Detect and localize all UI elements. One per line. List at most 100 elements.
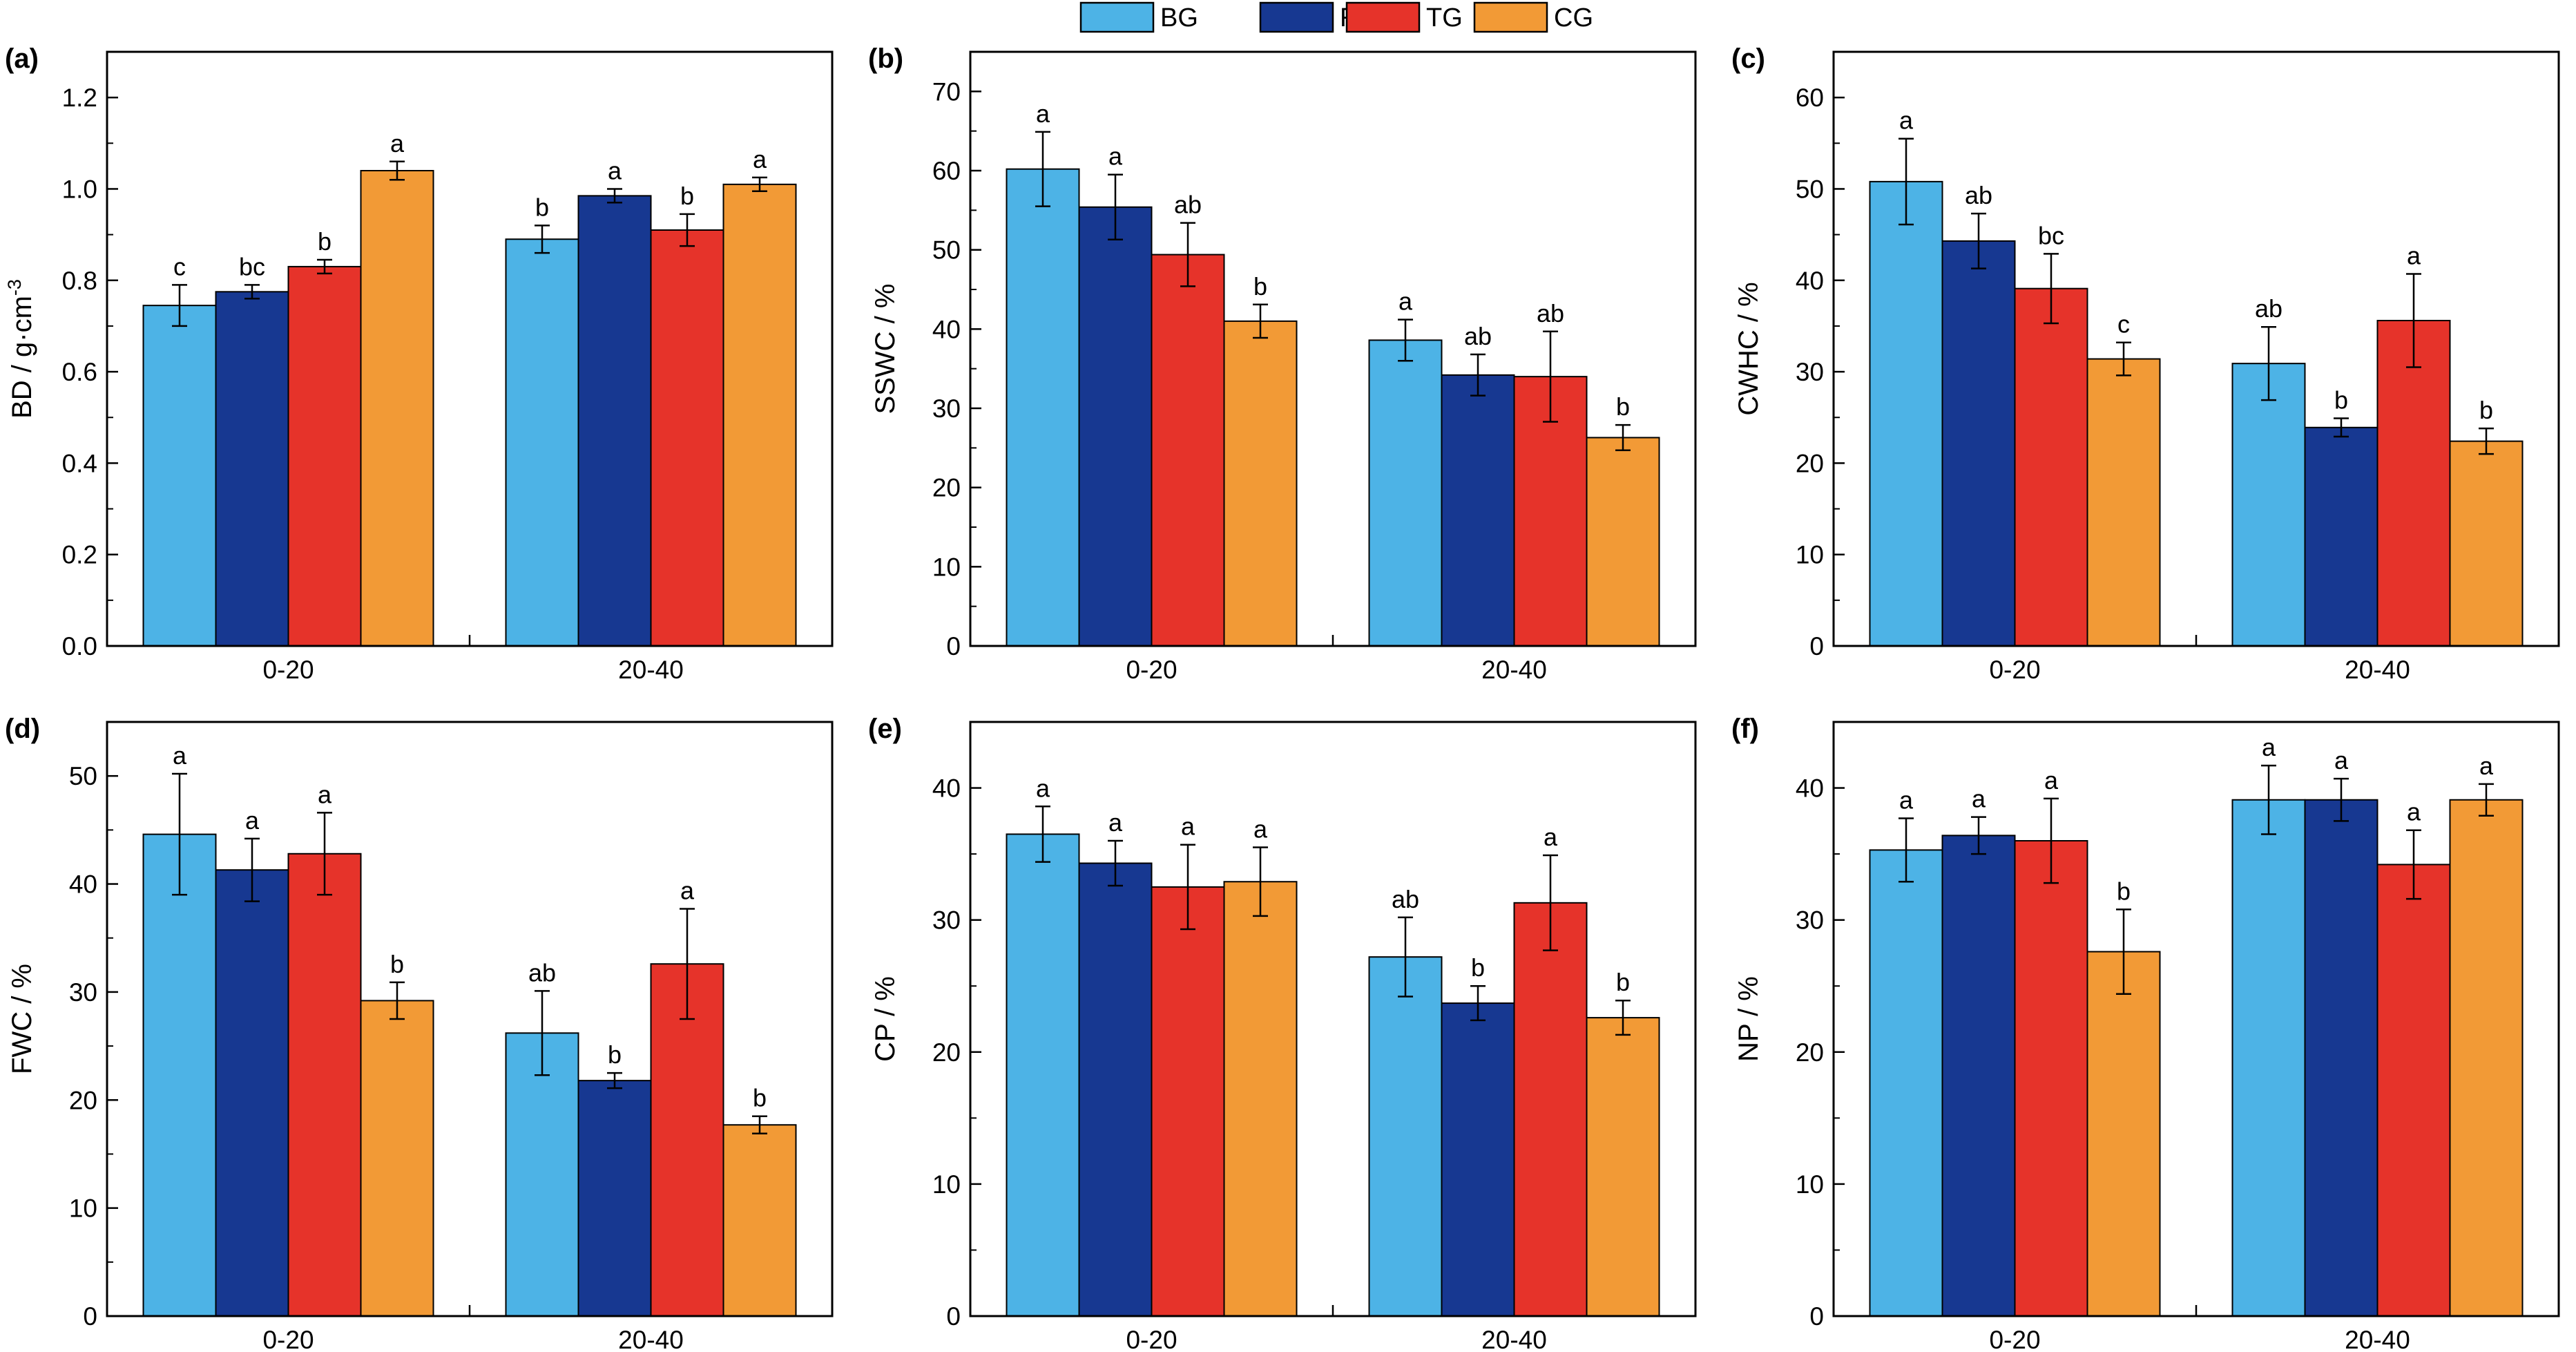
sig-letter-c-bg-2040: ab <box>2255 294 2282 323</box>
y-tick-label-d: 50 <box>69 762 97 790</box>
sig-letter-e-tg-020: a <box>1181 812 1195 841</box>
bar-f-cg-020 <box>2086 951 2161 1317</box>
y-tick-label-d: 40 <box>69 870 97 899</box>
y-tick-label-f: 40 <box>1796 774 1824 803</box>
sig-letter-a-rg-2040: a <box>608 156 622 184</box>
bar-a-cg-2040 <box>722 183 797 647</box>
x-category-label-c-020: 0-20 <box>1989 656 2040 684</box>
sig-letter-e-bg-2040: ab <box>1392 885 1419 913</box>
bar-f-tg-020 <box>2014 840 2088 1317</box>
y-axis-label-superscript-a: -3 <box>4 279 25 296</box>
y-tick-label-d: 10 <box>69 1194 97 1223</box>
bar-d-rg-020 <box>215 869 289 1317</box>
panel-tag-a: (a) <box>5 44 39 74</box>
bar-e-rg-2040 <box>1441 1002 1515 1317</box>
sig-letter-b-bg-2040: a <box>1398 287 1413 316</box>
bar-b-cg-020 <box>1223 320 1298 647</box>
sig-letter-d-rg-020: a <box>245 806 260 835</box>
bar-b-cg-2040 <box>1586 437 1660 647</box>
sig-letter-b-tg-2040: ab <box>1537 299 1564 327</box>
y-tick-label-c: 0 <box>1809 632 1824 660</box>
sig-letter-f-bg-020: a <box>1899 786 1914 815</box>
sig-letter-c-rg-2040: b <box>2334 386 2348 415</box>
bar-b-rg-020 <box>1078 206 1153 647</box>
sig-letter-a-tg-2040: b <box>680 182 694 210</box>
sig-letter-a-cg-020: a <box>390 129 405 158</box>
legend: BG RG TG CG <box>1079 1 1593 33</box>
sig-letter-c-bg-020: a <box>1899 106 1914 135</box>
sig-letter-b-rg-2040: ab <box>1464 322 1492 350</box>
y-axis-label-d: FWC / % <box>7 964 37 1074</box>
panel-tag-c: (c) <box>1731 44 1765 74</box>
bar-e-tg-020 <box>1151 886 1225 1317</box>
y-tick-label-d: 20 <box>69 1086 97 1114</box>
bar-c-tg-2040 <box>2376 319 2451 647</box>
y-tick-label-a: 0.6 <box>62 358 97 386</box>
y-tick-label-f: 30 <box>1796 906 1824 935</box>
y-tick-label-a: 1.2 <box>62 84 97 112</box>
x-category-label-b-020: 0-20 <box>1126 656 1177 684</box>
x-category-label-a-020: 0-20 <box>262 656 314 684</box>
sig-letter-a-cg-2040: a <box>753 145 767 173</box>
y-tick-label-a: 0.4 <box>62 449 97 477</box>
bar-f-rg-020 <box>1941 835 2016 1317</box>
bar-e-tg-2040 <box>1513 902 1588 1317</box>
bar-a-bg-020 <box>142 305 217 647</box>
bar-a-tg-2040 <box>650 229 724 647</box>
x-category-label-d-020: 0-20 <box>262 1326 314 1352</box>
legend-swatch-rg <box>1259 1 1334 33</box>
y-tick-label-a: 0.2 <box>62 541 97 569</box>
legend-label-bg: BG <box>1160 3 1198 32</box>
y-tick-label-c: 20 <box>1796 449 1824 477</box>
y-axis-label-e: CP / % <box>870 976 901 1062</box>
chart-panel-f: a a a a a a b a 0 10 20 30 40 0-20 20-40 NP / % (f) <box>1731 714 2560 1352</box>
panel-tag-d: (d) <box>5 714 40 744</box>
y-tick-label-b: 20 <box>932 474 961 502</box>
sig-letter-a-bg-020: c <box>173 252 186 280</box>
legend-swatch-bg <box>1079 1 1155 33</box>
bar-f-tg-2040 <box>2376 864 2451 1317</box>
y-axis-label-c: CWHC / % <box>1733 282 1764 415</box>
sig-letter-b-cg-020: b <box>1253 272 1267 301</box>
y-tick-label-b: 10 <box>932 553 961 581</box>
sig-letter-a-bg-2040: b <box>535 193 549 221</box>
sig-letter-b-cg-2040: b <box>1616 392 1630 421</box>
bar-c-bg-020 <box>1869 180 1943 647</box>
sig-letter-c-cg-2040: b <box>2479 396 2493 424</box>
y-tick-label-e: 10 <box>932 1170 961 1199</box>
y-tick-label-f: 0 <box>1809 1302 1824 1331</box>
bar-a-rg-020 <box>215 291 289 647</box>
y-tick-label-a: 0.8 <box>62 267 97 295</box>
bar-d-rg-2040 <box>577 1080 652 1317</box>
bar-e-bg-020 <box>1006 833 1080 1317</box>
x-category-label-c-2040: 20-40 <box>2345 656 2410 684</box>
y-tick-label-f: 20 <box>1796 1038 1824 1067</box>
bar-d-cg-2040 <box>722 1124 797 1317</box>
x-category-label-d-2040: 20-40 <box>618 1326 684 1352</box>
bar-c-cg-020 <box>2086 358 2161 647</box>
bar-d-tg-020 <box>287 853 362 1317</box>
x-category-label-a-2040: 20-40 <box>618 656 684 684</box>
legend-swatch-tg <box>1345 1 1421 33</box>
y-tick-label-c: 40 <box>1796 267 1824 295</box>
sig-letter-e-tg-2040: a <box>1544 823 1558 851</box>
y-tick-label-c: 60 <box>1796 84 1824 112</box>
sig-letter-c-tg-2040: a <box>2407 242 2421 270</box>
bar-d-tg-2040 <box>650 963 724 1317</box>
bar-a-cg-020 <box>360 170 434 647</box>
sig-letter-d-bg-020: a <box>173 741 187 770</box>
sig-letter-b-tg-020: ab <box>1174 191 1202 219</box>
bar-e-rg-020 <box>1078 862 1153 1317</box>
sig-letter-e-rg-2040: b <box>1471 953 1485 982</box>
y-tick-label-e: 30 <box>932 906 961 935</box>
y-tick-label-b: 50 <box>932 236 961 265</box>
bar-a-bg-2040 <box>505 238 579 647</box>
y-tick-label-c: 30 <box>1796 358 1824 386</box>
sig-letter-c-tg-020: bc <box>2038 221 2064 249</box>
y-tick-label-e: 20 <box>932 1038 961 1067</box>
bar-f-rg-2040 <box>2304 799 2378 1317</box>
y-tick-label-e: 40 <box>932 774 961 803</box>
bar-b-rg-2040 <box>1441 374 1515 647</box>
